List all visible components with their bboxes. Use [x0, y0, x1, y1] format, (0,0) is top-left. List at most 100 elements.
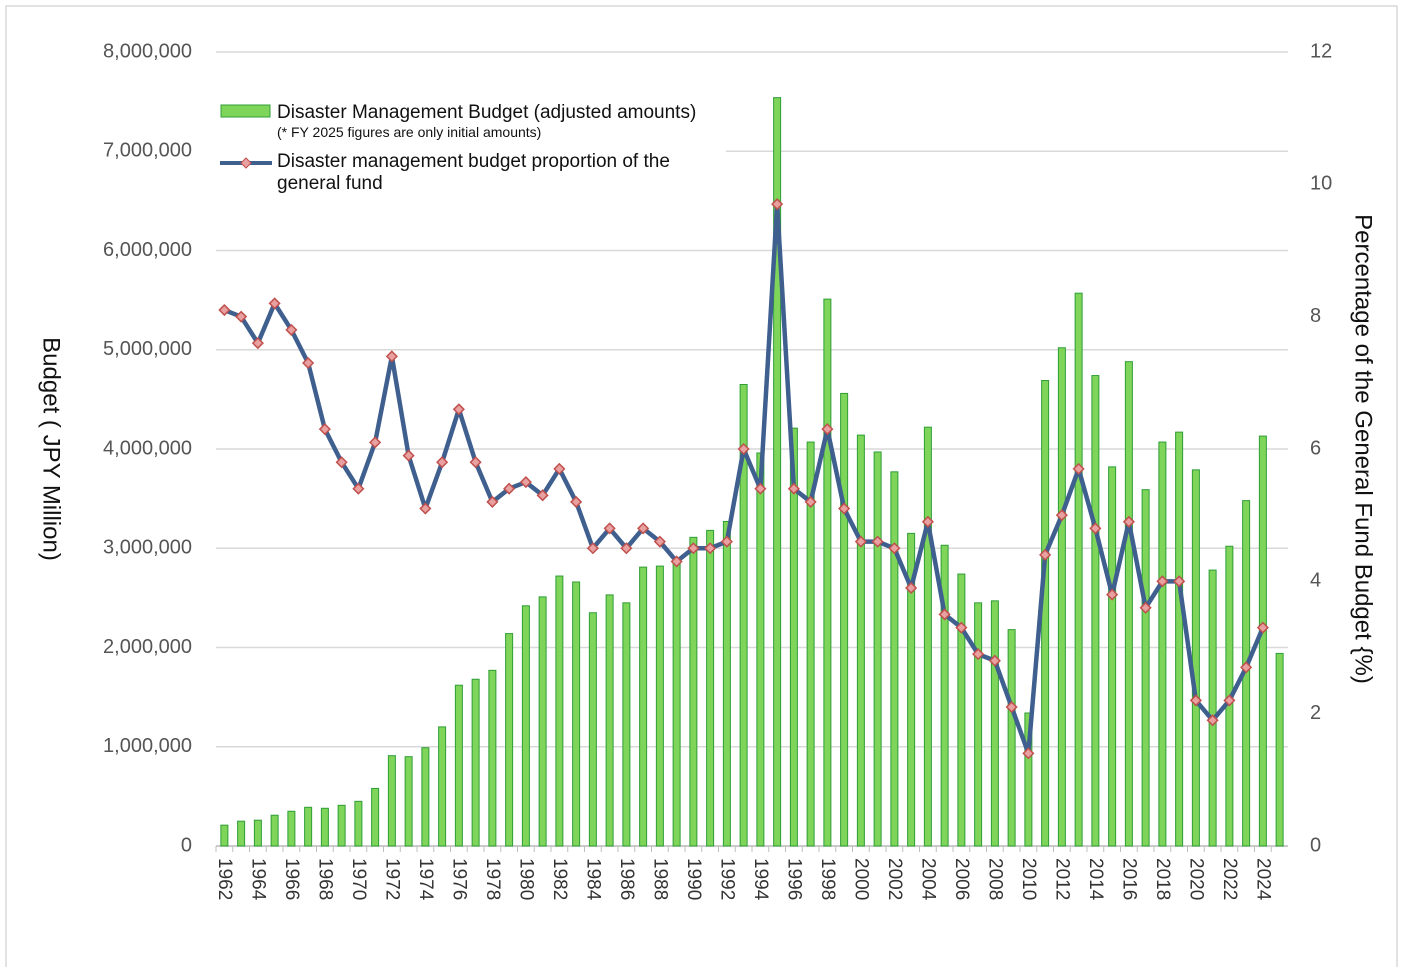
x-tick-label: 1964	[247, 858, 268, 901]
x-tick-label: 2008	[984, 858, 1005, 900]
marker	[1106, 588, 1119, 601]
x-tick-label: 2022	[1219, 858, 1240, 900]
labels: 0 1,000,000 2,000,000 3,000,000 4,000,000 5,0…	[103, 40, 1332, 900]
y2-tick-label: 6	[1310, 437, 1321, 459]
x-tick-label: 1984	[582, 858, 603, 901]
bar	[1108, 466, 1117, 847]
marker	[787, 482, 800, 495]
marker	[318, 423, 331, 436]
bar	[588, 612, 597, 847]
bar	[320, 807, 329, 847]
marker	[1240, 661, 1253, 674]
bar	[505, 633, 514, 847]
marker	[251, 337, 264, 350]
marker	[1122, 515, 1135, 528]
bar	[572, 581, 581, 847]
marker	[268, 297, 281, 310]
marker	[1072, 462, 1085, 475]
y-tick-label: 5,000,000	[103, 338, 192, 360]
y-tick-label: 0	[181, 834, 192, 856]
marker	[436, 456, 449, 469]
marker	[369, 436, 382, 449]
bar	[270, 814, 279, 847]
marker	[1039, 548, 1052, 561]
x-tick-label: 1962	[214, 858, 235, 900]
marker	[888, 542, 901, 555]
bar	[605, 594, 614, 847]
bar	[253, 819, 262, 847]
marker	[1206, 714, 1219, 727]
marker	[687, 542, 700, 555]
bar	[1158, 441, 1167, 847]
bar	[371, 787, 380, 847]
legend-note: (* FY 2025 figures are only initial amou…	[277, 124, 542, 140]
bar	[655, 565, 664, 847]
marker	[1089, 522, 1102, 535]
y-tick-label: 3,000,000	[103, 537, 192, 559]
bar	[1208, 569, 1217, 847]
bar	[940, 544, 949, 847]
y2-tick-label: 2	[1310, 702, 1321, 724]
marker	[838, 502, 851, 515]
bar	[1124, 361, 1133, 847]
x-tick-label: 1970	[348, 858, 369, 900]
marker	[352, 482, 365, 495]
marker	[737, 442, 750, 456]
y-tick-label: 7,000,000	[103, 140, 192, 162]
bar	[220, 824, 229, 847]
marker	[469, 456, 482, 469]
bar	[873, 451, 882, 847]
bars	[220, 97, 1284, 847]
bar	[1175, 431, 1184, 847]
y2-tick-label: 4	[1310, 570, 1321, 592]
bar	[890, 471, 899, 847]
bar	[957, 573, 966, 847]
bar	[856, 434, 865, 847]
bar	[555, 575, 564, 847]
marker	[972, 648, 985, 661]
marker	[637, 522, 650, 535]
x-tick-label: 1992	[716, 858, 737, 900]
bar	[387, 755, 396, 847]
bar	[438, 726, 447, 847]
bar	[823, 298, 832, 847]
marker	[1173, 575, 1186, 588]
marker	[670, 555, 683, 568]
x-tick-label: 2014	[1085, 858, 1106, 901]
x-tick-label: 2016	[1118, 858, 1139, 900]
x-tick-label: 2006	[951, 858, 972, 900]
marker	[921, 515, 934, 528]
x-tick-label: 1972	[381, 858, 402, 900]
bar	[354, 800, 363, 847]
marker	[586, 542, 599, 555]
x-tick-label: 1968	[314, 858, 335, 900]
bar	[672, 559, 681, 847]
x-tick-label: 1980	[515, 858, 536, 900]
marker	[235, 310, 248, 323]
x-tick-label: 1966	[281, 858, 302, 900]
x-tick-label: 1990	[683, 858, 704, 900]
marker	[988, 654, 1001, 667]
legend-entry: Disaster management budget proportion of…	[277, 151, 717, 195]
x-tick-label: 1996	[783, 858, 804, 900]
x-tick-label: 1988	[649, 858, 670, 900]
marker	[553, 462, 566, 475]
bar	[1057, 347, 1066, 847]
y2-tick-label: 8	[1310, 305, 1321, 327]
bar	[1275, 652, 1284, 847]
bar	[471, 678, 480, 847]
bar	[1041, 380, 1050, 847]
marker	[754, 482, 767, 495]
frame	[5, 5, 1398, 967]
bar	[538, 596, 547, 847]
x-tick-label: 2004	[917, 858, 938, 901]
x-tick-label: 2018	[1152, 858, 1173, 900]
bar	[639, 566, 648, 847]
bar	[1024, 712, 1033, 847]
bar	[337, 804, 346, 847]
bar	[706, 529, 715, 847]
bar	[404, 756, 413, 847]
x-tick-label: 2012	[1051, 858, 1072, 900]
x-tick-label: 1974	[415, 858, 436, 901]
